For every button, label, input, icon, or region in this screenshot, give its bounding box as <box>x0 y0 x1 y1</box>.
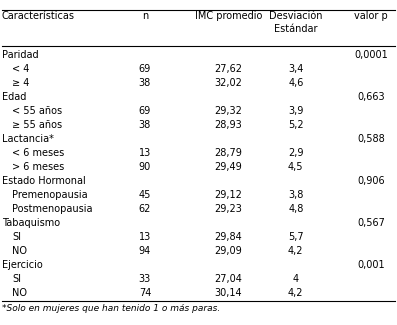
Text: 4,8: 4,8 <box>288 204 303 214</box>
Text: n: n <box>142 11 148 21</box>
Text: Paridad: Paridad <box>2 50 39 60</box>
Text: 4,5: 4,5 <box>288 162 304 172</box>
Text: 5,7: 5,7 <box>288 232 304 242</box>
Text: 29,23: 29,23 <box>214 204 242 214</box>
Text: Ejercicio: Ejercicio <box>2 260 43 270</box>
Text: 4: 4 <box>293 274 299 284</box>
Text: 3,4: 3,4 <box>288 64 303 74</box>
Text: NO: NO <box>12 246 27 256</box>
Text: ≥ 55 años: ≥ 55 años <box>12 120 62 130</box>
Text: 29,09: 29,09 <box>214 246 242 256</box>
Text: Premenopausia: Premenopausia <box>12 190 87 200</box>
Text: 38: 38 <box>139 78 151 88</box>
Text: 3,8: 3,8 <box>288 190 303 200</box>
Text: Tabaquismo: Tabaquismo <box>2 218 60 228</box>
Text: 4,2: 4,2 <box>288 288 304 298</box>
Text: Postmenopausia: Postmenopausia <box>12 204 93 214</box>
Text: 29,12: 29,12 <box>214 190 242 200</box>
Text: Edad: Edad <box>2 92 26 102</box>
Text: 29,49: 29,49 <box>214 162 242 172</box>
Text: 0,663: 0,663 <box>357 92 385 102</box>
Text: < 4: < 4 <box>12 64 29 74</box>
Text: 74: 74 <box>139 288 151 298</box>
Text: Lactancia*: Lactancia* <box>2 134 54 144</box>
Text: SI: SI <box>12 274 21 284</box>
Text: SI: SI <box>12 232 21 242</box>
Text: < 6 meses: < 6 meses <box>12 148 64 158</box>
Text: 13: 13 <box>139 232 151 242</box>
Text: 2,9: 2,9 <box>288 148 304 158</box>
Text: 0,567: 0,567 <box>357 218 385 228</box>
Text: 38: 38 <box>139 120 151 130</box>
Text: 29,32: 29,32 <box>214 106 242 116</box>
Text: 69: 69 <box>139 106 151 116</box>
Text: 0,588: 0,588 <box>357 134 385 144</box>
Text: 27,04: 27,04 <box>214 274 242 284</box>
Text: 69: 69 <box>139 64 151 74</box>
Text: 5,2: 5,2 <box>288 120 304 130</box>
Text: 13: 13 <box>139 148 151 158</box>
Text: 0,0001: 0,0001 <box>354 50 388 60</box>
Text: ≥ 4: ≥ 4 <box>12 78 29 88</box>
Text: IMC promedio: IMC promedio <box>195 11 262 21</box>
Text: 4,2: 4,2 <box>288 246 304 256</box>
Text: 29,84: 29,84 <box>214 232 242 242</box>
Text: 28,79: 28,79 <box>214 148 242 158</box>
Text: valor p: valor p <box>354 11 388 21</box>
Text: 4,6: 4,6 <box>288 78 303 88</box>
Text: NO: NO <box>12 288 27 298</box>
Text: < 55 años: < 55 años <box>12 106 62 116</box>
Text: > 6 meses: > 6 meses <box>12 162 64 172</box>
Text: Características: Características <box>2 11 75 21</box>
Text: Estado Hormonal: Estado Hormonal <box>2 176 86 186</box>
Text: 0,001: 0,001 <box>357 260 385 270</box>
Text: 62: 62 <box>139 204 151 214</box>
Text: 94: 94 <box>139 246 151 256</box>
Text: 30,14: 30,14 <box>214 288 242 298</box>
Text: 28,93: 28,93 <box>214 120 242 130</box>
Text: 3,9: 3,9 <box>288 106 303 116</box>
Text: 33: 33 <box>139 274 151 284</box>
Text: Desviación
Estándar: Desviación Estándar <box>269 11 322 34</box>
Text: 32,02: 32,02 <box>214 78 242 88</box>
Text: 27,62: 27,62 <box>214 64 242 74</box>
Text: *Solo en mujeres que han tenido 1 o más paras.: *Solo en mujeres que han tenido 1 o más … <box>2 304 220 313</box>
Text: 45: 45 <box>139 190 151 200</box>
Text: 90: 90 <box>139 162 151 172</box>
Text: 0,906: 0,906 <box>357 176 385 186</box>
